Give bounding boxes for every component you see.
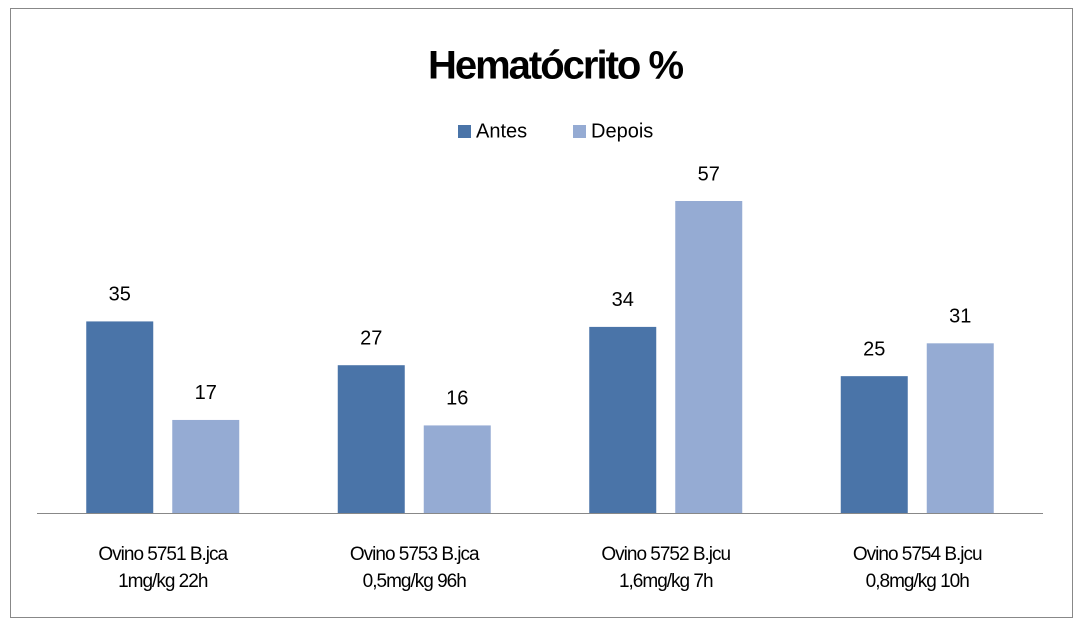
chart-frame (10, 8, 1073, 618)
bar (589, 326, 657, 513)
x-tick-label: Ovino 5753 B.jca (350, 544, 480, 565)
legend-label: Depois (591, 120, 653, 142)
bar (172, 419, 240, 513)
chart-title: Hematócrito % (428, 44, 683, 88)
data-label: 16 (446, 388, 468, 410)
x-tick-label: Ovino 5751 B.jca (98, 544, 228, 565)
bar (926, 343, 994, 513)
bar (337, 365, 405, 513)
bar (423, 425, 491, 513)
data-label: 17 (195, 382, 217, 404)
x-tick-label: 1mg/kg 22h (118, 571, 208, 592)
data-label: 31 (949, 306, 971, 328)
x-tick-label: Ovino 5754 B.jcu (853, 544, 982, 565)
legend-label: Antes (476, 120, 527, 142)
data-label: 57 (698, 163, 720, 185)
data-label: 25 (863, 338, 885, 360)
data-label: 34 (612, 289, 634, 311)
bar (86, 321, 154, 513)
bar (840, 376, 908, 513)
legend-swatch (458, 125, 471, 138)
data-label: 35 (109, 284, 131, 306)
x-tick-label: 1,6mg/kg 7h (619, 571, 713, 592)
legend-swatch (573, 125, 586, 138)
x-tick-label: 0,5mg/kg 96h (363, 571, 467, 592)
data-label: 27 (360, 327, 382, 349)
x-tick-label: 0,8mg/kg 10h (866, 571, 970, 592)
bar (675, 201, 743, 513)
x-tick-label: Ovino 5752 B.jcu (601, 544, 730, 565)
